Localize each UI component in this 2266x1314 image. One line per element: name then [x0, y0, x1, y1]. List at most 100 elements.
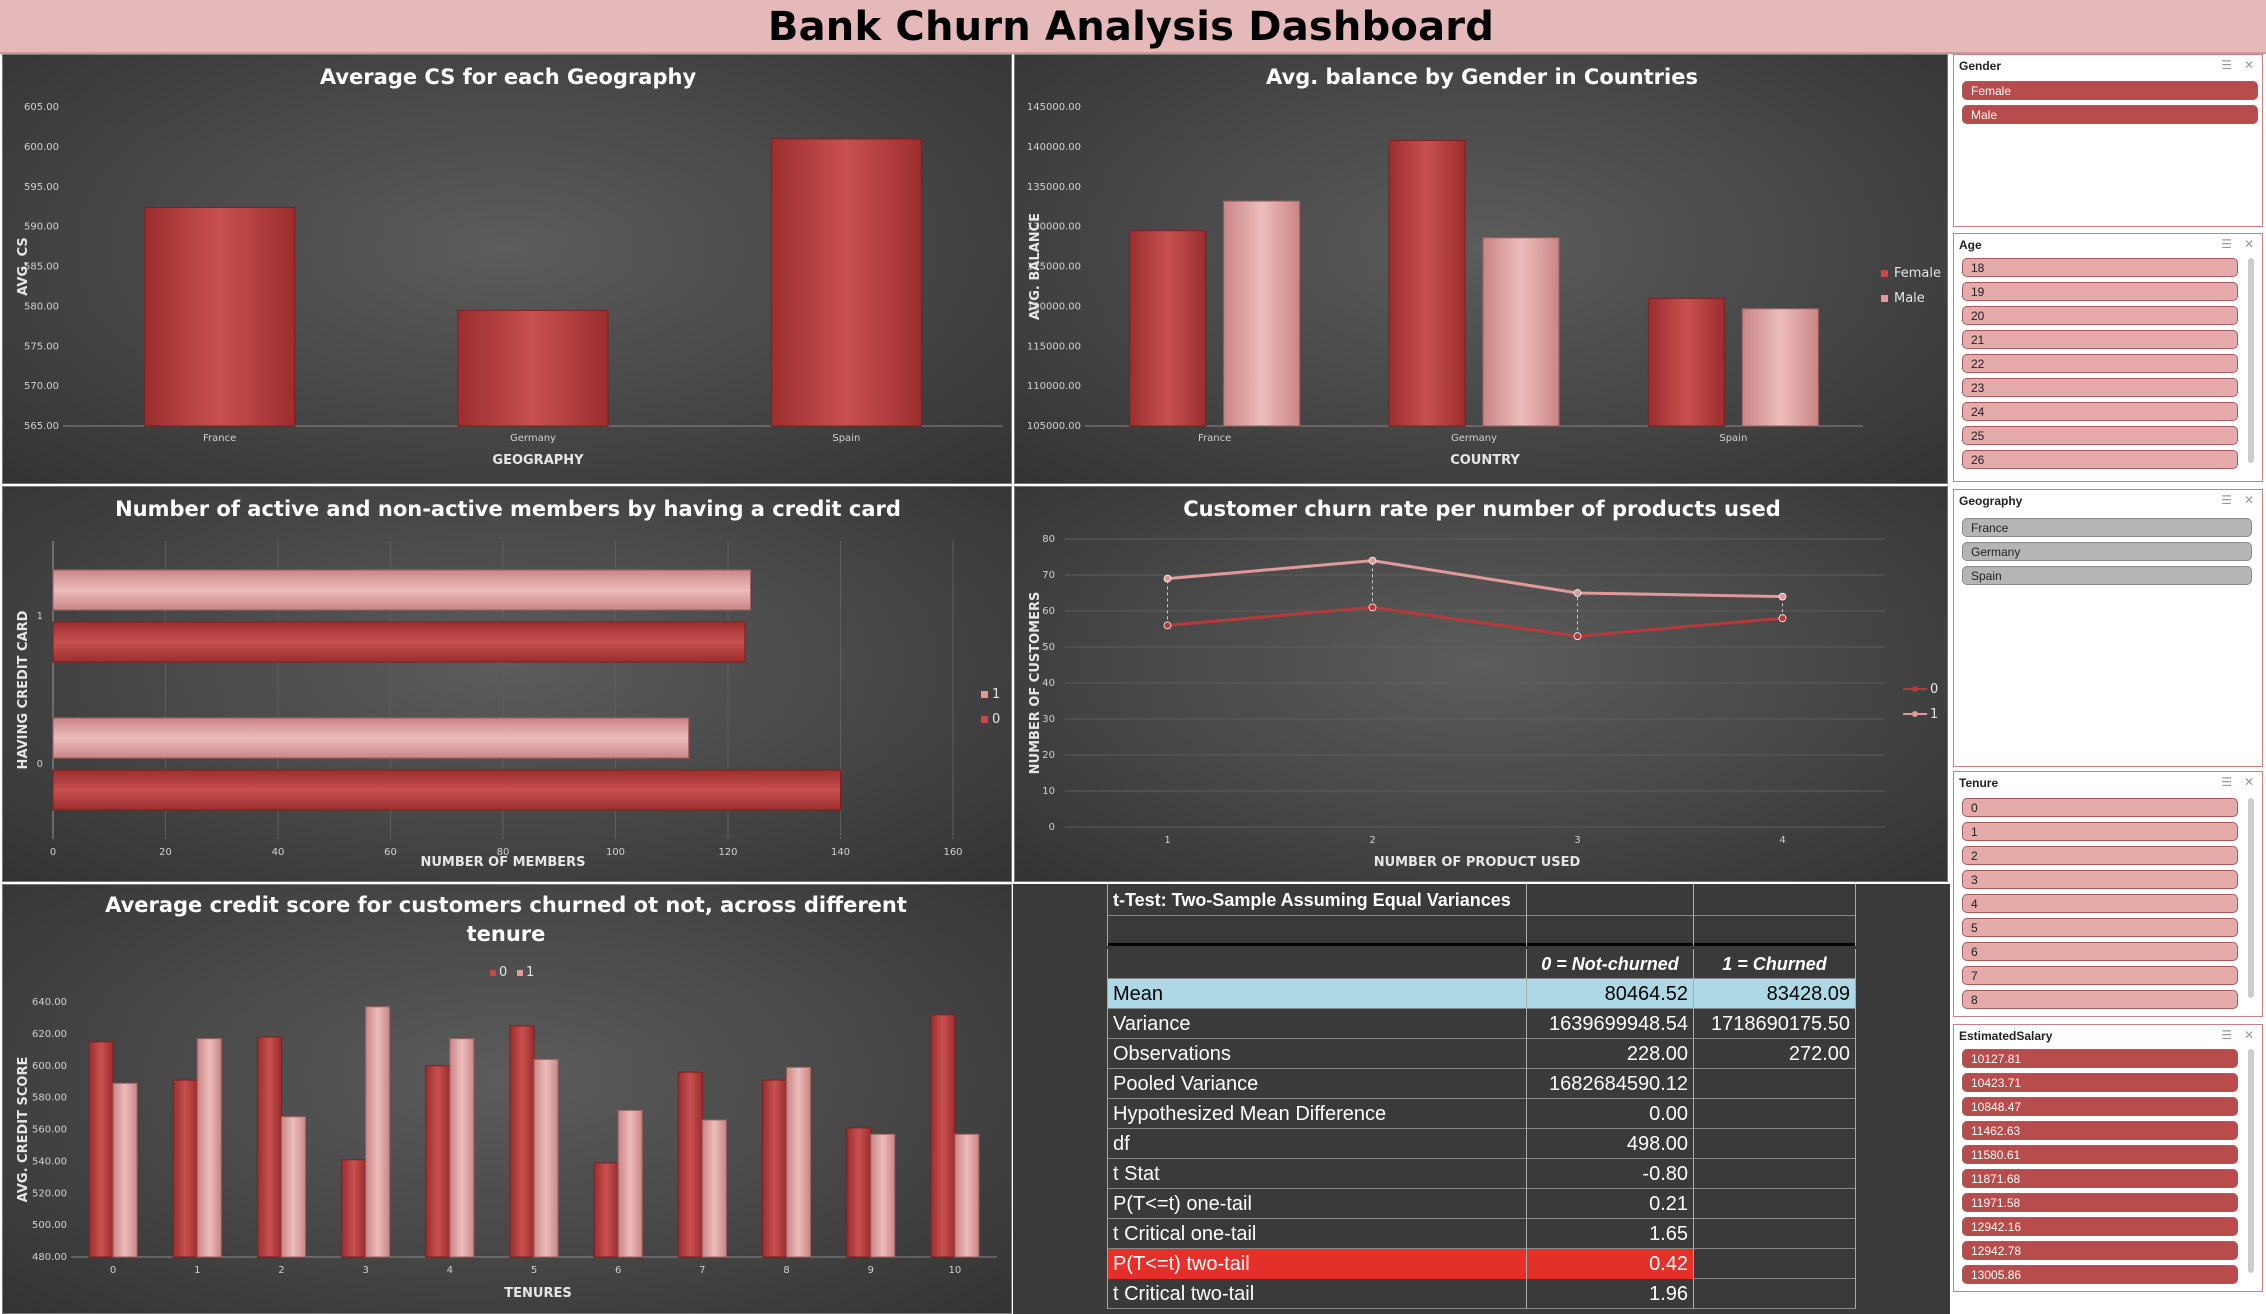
y-tick-label: 0 — [1049, 822, 1055, 833]
y-tick-label: 130000.00 — [1027, 222, 1081, 233]
slicer-item[interactable]: 1 — [1962, 822, 2238, 841]
bar-series-0 — [509, 1025, 535, 1258]
slicer-gender: Gender ☰ ✕ Female Male — [1953, 54, 2263, 227]
multi-select-icon[interactable]: ☰ — [2221, 1028, 2232, 1042]
series-line-1 — [1167, 559, 1783, 599]
bar-series-0 — [593, 1162, 619, 1258]
y-tick-label: 580.00 — [24, 301, 59, 312]
y-tick-label: 590.00 — [24, 222, 59, 233]
clear-filter-icon[interactable]: ✕ — [2243, 58, 2254, 72]
multi-select-icon[interactable]: ☰ — [2221, 58, 2232, 72]
legend-label: 0 — [992, 712, 1000, 727]
x-tick-label: 40 — [272, 847, 285, 858]
slicer-item[interactable]: 2 — [1962, 846, 2238, 865]
y-tick-label: 120000.00 — [1027, 301, 1081, 312]
chart-avg-balance-gender: Avg. balance by Gender in Countries 10500… — [1014, 54, 1948, 484]
slicer-item[interactable]: Female — [1962, 81, 2258, 100]
slicer-item[interactable]: 19 — [1962, 282, 2238, 301]
y-tick-label: 600.00 — [32, 1061, 67, 1072]
y-tick-label: 540.00 — [32, 1156, 67, 1167]
data-point — [1778, 592, 1787, 601]
y-tick-label: 1 — [37, 611, 43, 622]
slicer-item[interactable]: 5 — [1962, 918, 2238, 937]
slicer-item[interactable]: Germany — [1962, 542, 2252, 561]
x-axis-title: TENURES — [504, 1286, 571, 1301]
y-tick-label: 105000.00 — [1027, 421, 1081, 432]
slicer-item[interactable]: 11871.68 — [1962, 1169, 2238, 1188]
ttest-value-0: 498.00 — [1527, 1129, 1694, 1159]
clear-filter-icon[interactable]: ✕ — [2243, 775, 2254, 789]
slicer-item[interactable]: 7 — [1962, 966, 2238, 985]
slicer-item[interactable]: 12942.78 — [1962, 1241, 2238, 1260]
bar-series-0 — [172, 1079, 198, 1258]
x-tick-label: 8 — [783, 1265, 789, 1276]
slicer-item[interactable]: 10423.71 — [1962, 1073, 2238, 1092]
ttest-title: t-Test: Two-Sample Assuming Equal Varian… — [1107, 884, 1527, 916]
clear-filter-icon[interactable]: ✕ — [2243, 493, 2254, 507]
slicer-item[interactable]: 22 — [1962, 354, 2238, 373]
clear-filter-icon[interactable]: ✕ — [2243, 237, 2254, 251]
title-bar: Bank Churn Analysis Dashboard — [0, 0, 2266, 54]
slicer-item[interactable]: 26 — [1962, 450, 2238, 469]
slicer-item[interactable]: Male — [1962, 105, 2258, 124]
slicer-item[interactable]: France — [1962, 518, 2252, 537]
y-tick-label: 600.00 — [24, 142, 59, 153]
y-tick-label: 40 — [1042, 678, 1055, 689]
slicer-item[interactable]: 11971.58 — [1962, 1193, 2238, 1212]
chart-title: Customer churn rate per number of produc… — [1183, 497, 1781, 521]
bar-series-0 — [677, 1071, 703, 1258]
x-tick-label: 80 — [497, 847, 510, 858]
x-tick-label: 3 — [1574, 835, 1580, 846]
y-tick-label: 125000.00 — [1027, 262, 1081, 273]
bar-series-0 — [341, 1159, 367, 1258]
x-tick-label: 10 — [949, 1265, 962, 1276]
slicer-item[interactable]: 25 — [1962, 426, 2238, 445]
slicer-item[interactable]: 8 — [1962, 990, 2238, 1009]
slicer-item[interactable]: 21 — [1962, 330, 2238, 349]
slicer-item[interactable]: 23 — [1962, 378, 2238, 397]
bar-series-1 — [365, 1006, 391, 1258]
y-tick-label: 585.00 — [24, 262, 59, 273]
slicer-item[interactable]: 20 — [1962, 306, 2238, 325]
x-tick-label: 5 — [531, 1265, 537, 1276]
slicer-item[interactable]: 10127.81 — [1962, 1049, 2238, 1068]
ttest-table: t-Test: Two-Sample Assuming Equal Varian… — [1107, 884, 1856, 1314]
y-tick-label: 640.00 — [32, 997, 67, 1008]
slicer-item[interactable]: 18 — [1962, 258, 2238, 277]
slicer-item[interactable]: Spain — [1962, 566, 2252, 585]
y-tick-label: 115000.00 — [1027, 341, 1081, 352]
slicer-item[interactable]: 11462.63 — [1962, 1121, 2238, 1140]
ttest-value-1 — [1694, 1189, 1856, 1219]
ttest-row-label: t Critical two-tail — [1107, 1279, 1527, 1309]
slicer-scrollbar[interactable] — [2248, 798, 2254, 998]
bar-male — [1482, 237, 1560, 427]
multi-select-icon[interactable]: ☰ — [2221, 493, 2232, 507]
slicer-scrollbar[interactable] — [2248, 1049, 2254, 1273]
data-point — [1573, 589, 1582, 597]
x-tick-label: France — [203, 433, 236, 444]
legend-label: 1 — [1930, 707, 1938, 722]
y-axis-title: HAVING CREDIT CARD — [16, 610, 31, 769]
slicer-item[interactable]: 11580.61 — [1962, 1145, 2238, 1164]
slicer-item[interactable]: 13005.86 — [1962, 1265, 2238, 1284]
slicer-item[interactable]: 24 — [1962, 402, 2238, 421]
ttest-value-1 — [1694, 1249, 1856, 1279]
slicer-title: Geography — [1959, 494, 2023, 508]
slicer-scrollbar[interactable] — [2248, 258, 2254, 463]
slicer-item[interactable]: 12942.16 — [1962, 1217, 2238, 1236]
slicer-item[interactable]: 3 — [1962, 870, 2238, 889]
ttest-row-label: P(T<=t) one-tail — [1107, 1189, 1527, 1219]
slicer-item[interactable]: 10848.47 — [1962, 1097, 2238, 1116]
ttest-value-0: 80464.52 — [1527, 979, 1694, 1009]
y-tick-label: 140000.00 — [1027, 142, 1081, 153]
slicer-item[interactable]: 0 — [1962, 798, 2238, 817]
x-tick-label: 60 — [384, 847, 397, 858]
clear-filter-icon[interactable]: ✕ — [2243, 1028, 2254, 1042]
ttest-row-label: t Critical one-tail — [1107, 1219, 1527, 1249]
multi-select-icon[interactable]: ☰ — [2221, 237, 2232, 251]
multi-select-icon[interactable]: ☰ — [2221, 775, 2232, 789]
data-point — [1778, 614, 1787, 623]
slicer-item[interactable]: 6 — [1962, 942, 2238, 961]
slicer-item[interactable]: 4 — [1962, 894, 2238, 913]
legend-label: 0 — [499, 965, 507, 980]
